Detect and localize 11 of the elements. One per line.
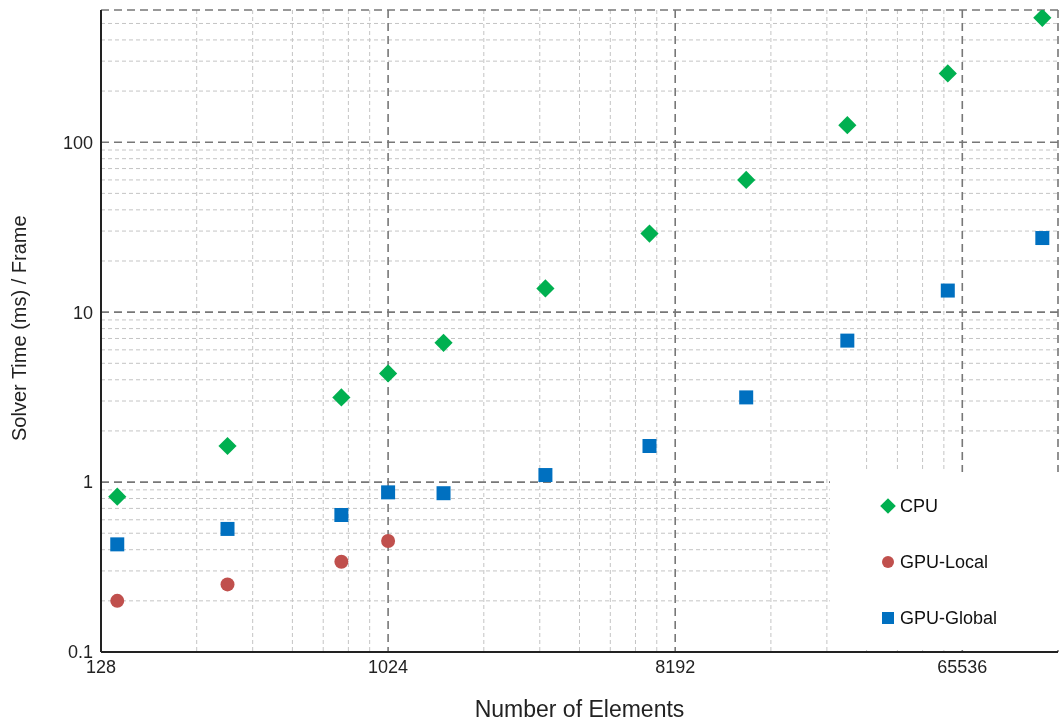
y-axis-title: Solver Time (ms) / Frame [8,215,31,441]
legend-label: GPU-Local [900,551,989,573]
y-tick-label: 10 [72,302,93,323]
x-axis-title: Number of Elements [474,696,685,719]
legend-label: GPU-Global [900,607,998,629]
legend-label: CPU [900,495,939,517]
x-tick-label: 8192 [655,656,696,677]
y-tick-label: 100 [62,132,93,153]
x-tick-label: 65536 [937,656,988,677]
x-tick-label: 1024 [368,656,409,677]
y-tick-label: 1 [82,472,93,493]
